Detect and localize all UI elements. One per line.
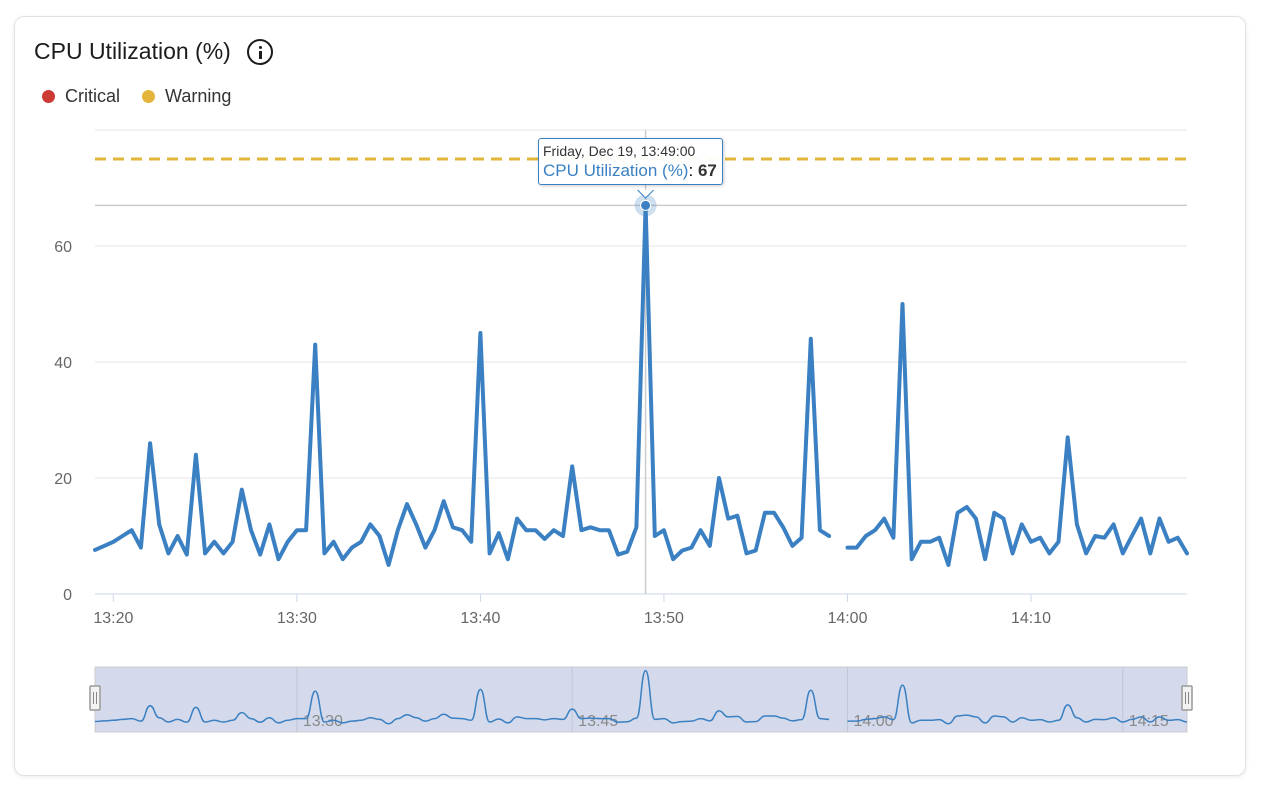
y-tick-label: 60: [54, 239, 72, 256]
x-tick-label: 14:00: [827, 610, 867, 627]
tooltip-date: Friday, Dec 19, 13:49:00: [543, 143, 696, 159]
legend: Critical Warning: [42, 86, 253, 107]
info-circle-icon[interactable]: [246, 38, 273, 65]
warning-dot-icon: [142, 90, 156, 103]
handle-grip-icon: [89, 685, 101, 711]
chart-header: CPU Utilization (%): [34, 38, 273, 65]
chart-title: CPU Utilization (%): [34, 38, 231, 64]
navigator-handle-right[interactable]: [1181, 685, 1193, 711]
navigator-series-line: [847, 684, 1188, 725]
tooltip: Friday, Dec 19, 13:49:00 CPU Utilization…: [538, 138, 723, 185]
series-line: [845, 302, 1189, 567]
x-tick-label: 14:10: [1011, 610, 1051, 627]
x-tick-label: 13:50: [644, 610, 684, 627]
x-tick-label: 13:40: [460, 610, 500, 627]
tooltip-separator: :: [688, 161, 698, 180]
y-tick-label: 20: [54, 471, 72, 488]
x-tick-label: 13:20: [93, 610, 133, 627]
y-tick-label: 0: [63, 587, 72, 604]
navigator-series-line: [94, 669, 830, 725]
hover-point: [640, 199, 652, 211]
legend-label: Critical: [65, 86, 121, 106]
legend-item-critical[interactable]: Critical: [42, 86, 120, 107]
tooltip-value: 67: [697, 161, 717, 180]
y-tick-label: 40: [54, 355, 72, 372]
x-tick-label: 13:30: [277, 610, 317, 627]
navigator-tick-label: 13:45: [578, 713, 618, 730]
critical-dot-icon: [42, 90, 55, 103]
handle-grip-icon: [1181, 685, 1193, 711]
tooltip-pointer: [637, 189, 654, 199]
series-line: [93, 203, 832, 567]
navigator-handle-left[interactable]: [89, 685, 101, 711]
tooltip-series: CPU Utilization (%): [543, 161, 689, 180]
legend-label: Warning: [165, 86, 232, 106]
legend-item-warning[interactable]: Warning: [142, 86, 231, 107]
